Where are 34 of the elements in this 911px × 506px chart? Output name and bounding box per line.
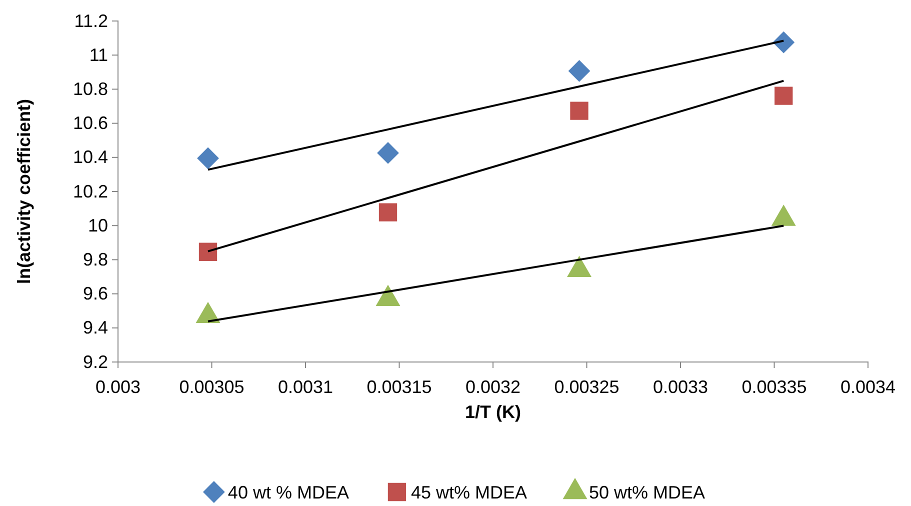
y-tick-label: 9.4 [82,318,108,338]
x-tick-label: 0.00325 [554,376,620,397]
x-tick-label: 0.0033 [652,376,708,397]
point [197,147,219,170]
point [196,302,220,324]
legend-label: 45 wt% MDEA [410,482,528,502]
y-tick-label: 11.2 [74,10,108,31]
y-tick-label: 10.2 [72,181,108,202]
x-axis-title: 1/T (K) [465,402,521,422]
x-tick-label: 0.00335 [742,376,807,397]
x-tick-label: 0.00315 [366,376,432,397]
x-tick-label: 0.0031 [278,376,334,397]
y-tick-label: 9.2 [82,352,108,372]
point [570,102,588,120]
point [568,60,590,82]
legend-label: 50 wt% MDEA [589,482,706,502]
point [377,142,399,164]
y-tick-label: 9.6 [82,284,108,304]
point [376,284,400,306]
y-tick-label: 10 [88,215,108,236]
y-tick-label: 11 [89,44,108,65]
point [774,86,793,105]
y-tick-label: 10.8 [72,78,108,99]
x-tick-label: 0.003 [95,376,141,397]
y-axis-title: ln(activity coefficient) [14,98,34,284]
point [567,256,592,278]
x-tick-label: 0.0032 [465,376,521,397]
point [772,31,795,54]
y-tick-label: 10.4 [72,147,108,168]
legend-label: 40 wt % MDEA [228,482,349,502]
y-tick-label: 9.8 [82,249,108,270]
x-tick-label: 0.0034 [840,376,896,397]
x-tick-label: 0.00305 [179,376,244,397]
y-tick-label: 10.6 [72,113,108,134]
